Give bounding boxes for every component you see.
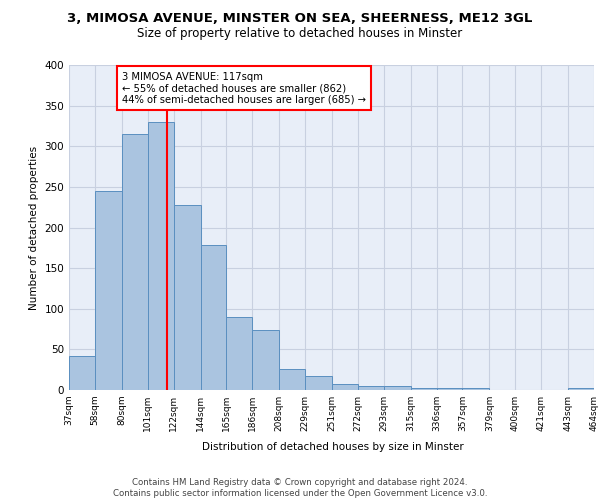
Bar <box>148 122 173 390</box>
Bar <box>69 356 95 390</box>
Bar <box>95 191 122 390</box>
Y-axis label: Number of detached properties: Number of detached properties <box>29 146 39 310</box>
Bar <box>200 244 226 390</box>
Bar <box>437 388 463 390</box>
Bar <box>122 134 148 390</box>
Bar <box>568 388 594 390</box>
Text: Contains HM Land Registry data © Crown copyright and database right 2024.
Contai: Contains HM Land Registry data © Crown c… <box>113 478 487 498</box>
Text: 3 MIMOSA AVENUE: 117sqm
← 55% of detached houses are smaller (862)
44% of semi-d: 3 MIMOSA AVENUE: 117sqm ← 55% of detache… <box>122 72 366 104</box>
Bar <box>332 384 358 390</box>
Bar <box>384 386 411 390</box>
Text: 3, MIMOSA AVENUE, MINSTER ON SEA, SHEERNESS, ME12 3GL: 3, MIMOSA AVENUE, MINSTER ON SEA, SHEERN… <box>67 12 533 26</box>
Bar <box>358 386 384 390</box>
Text: Distribution of detached houses by size in Minster: Distribution of detached houses by size … <box>202 442 464 452</box>
Bar <box>305 376 332 390</box>
Bar <box>226 317 252 390</box>
Text: Size of property relative to detached houses in Minster: Size of property relative to detached ho… <box>137 28 463 40</box>
Bar <box>173 205 200 390</box>
Bar <box>279 369 305 390</box>
Bar <box>252 330 279 390</box>
Bar <box>463 388 490 390</box>
Bar <box>411 388 437 390</box>
